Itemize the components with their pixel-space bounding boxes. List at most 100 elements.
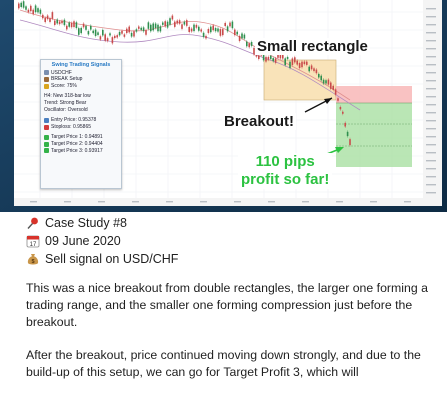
candle-body <box>51 12 54 19</box>
target-label: Target Price 2: 0.94404 <box>51 140 103 147</box>
candle-body <box>267 56 270 60</box>
candle-body <box>279 53 282 59</box>
candle-body <box>334 89 337 95</box>
candle-body <box>313 68 315 72</box>
price-tick <box>426 16 436 18</box>
candle-body <box>104 34 106 41</box>
candle-body <box>178 20 181 24</box>
candle-body <box>87 31 90 35</box>
candle-body <box>44 17 46 23</box>
check-icon <box>44 141 49 147</box>
candle-body <box>75 22 78 29</box>
price-tick <box>426 24 436 26</box>
candle-body <box>94 29 97 36</box>
price-tick <box>426 72 436 74</box>
time-tick <box>370 201 377 203</box>
candle-body <box>106 38 109 42</box>
bag-icon <box>44 76 49 82</box>
signal-panel-title: Swing Trading Signals <box>51 62 111 68</box>
candle-body <box>243 34 246 39</box>
candle-body <box>169 18 171 25</box>
candle-body <box>274 58 277 63</box>
time-tick <box>200 201 207 203</box>
candle-body <box>159 26 162 32</box>
candle-body <box>322 79 325 84</box>
candle-body <box>176 20 178 24</box>
pips-line-2: profit so far! <box>241 171 330 188</box>
candle-body <box>150 24 152 32</box>
candle-body <box>78 28 80 35</box>
candle-body <box>130 32 133 37</box>
candle-body <box>262 53 265 61</box>
info-line: Trend: Strong Bear <box>44 99 87 106</box>
price-tick <box>426 176 436 178</box>
case-study-text: Case Study #8 17 09 June 2020 $ Sell sig… <box>0 214 447 381</box>
target-row: Target Price 3: 0.93917 <box>44 148 118 155</box>
candle-body <box>303 61 306 65</box>
candle-body <box>318 73 320 78</box>
candle-body <box>325 80 327 84</box>
candle-body <box>90 25 92 30</box>
candle-body <box>46 15 49 20</box>
candle-body <box>39 9 42 14</box>
time-tick <box>64 201 71 203</box>
candle-body <box>145 30 147 35</box>
price-tick <box>426 136 436 138</box>
cross-icon <box>44 124 49 130</box>
info-line: H4: New 318-bar low <box>44 93 91 100</box>
candle-body <box>92 30 94 34</box>
time-axis <box>14 198 442 206</box>
candle-body <box>164 21 166 27</box>
candle-body <box>58 21 61 25</box>
setup-label: BREAK Setup <box>51 76 83 83</box>
moving-average-fast <box>19 9 351 101</box>
candle-body <box>224 22 226 27</box>
profit-zone <box>336 103 412 167</box>
case-title: Case Study #8 <box>45 216 127 230</box>
money-bag-icon: $ <box>27 254 39 265</box>
candle-body <box>195 24 198 28</box>
time-tick <box>268 201 275 203</box>
candle-body <box>123 34 126 37</box>
chart-screenshot: Swing Trading Signals USDCHF BREAK Setup… <box>0 0 447 212</box>
case-title-row: Case Study #8 <box>0 214 447 232</box>
price-tick <box>426 160 436 162</box>
candle-body <box>327 79 330 85</box>
candle-body <box>250 41 253 46</box>
time-tick <box>234 201 241 203</box>
score-row: Score: 75% <box>44 83 118 90</box>
price-tick <box>426 64 436 66</box>
candle-body <box>162 22 164 25</box>
candle-body <box>152 23 154 31</box>
info-line: Oscillator: Oversold <box>44 106 88 113</box>
price-axis <box>423 0 442 198</box>
target-row: Target Price 2: 0.94404 <box>44 141 118 148</box>
candle-body <box>32 9 34 15</box>
entry-row: Entry Price: 0.95378 <box>44 117 118 124</box>
candle-body <box>111 37 114 44</box>
pips-annotation: 110 pips profit so far! <box>238 153 333 189</box>
candle-body <box>342 111 344 114</box>
time-tick <box>404 201 411 203</box>
candle-body <box>166 21 169 28</box>
check-icon <box>44 135 49 141</box>
pair-label: USDCHF <box>51 69 72 76</box>
price-tick <box>426 144 436 146</box>
candle-body <box>289 61 291 68</box>
candle-body <box>102 29 104 36</box>
price-tick <box>426 56 436 58</box>
svg-text:$: $ <box>31 259 34 265</box>
entry-label: Entry Price: 0.95378 <box>51 117 97 124</box>
candle-body <box>253 47 255 55</box>
candle-body <box>133 31 135 37</box>
candle-body <box>54 20 56 25</box>
candle-body <box>25 6 27 10</box>
candle-body <box>344 122 346 127</box>
candle-body <box>34 5 37 13</box>
candle-body <box>214 28 217 32</box>
paragraph: After the breakout, price continued movi… <box>26 348 421 379</box>
case-date: 09 June 2020 <box>45 234 121 248</box>
moving-average-slow <box>19 19 361 111</box>
candle-body <box>61 20 63 24</box>
small-rectangle-annotation: Small rectangle <box>255 38 370 55</box>
